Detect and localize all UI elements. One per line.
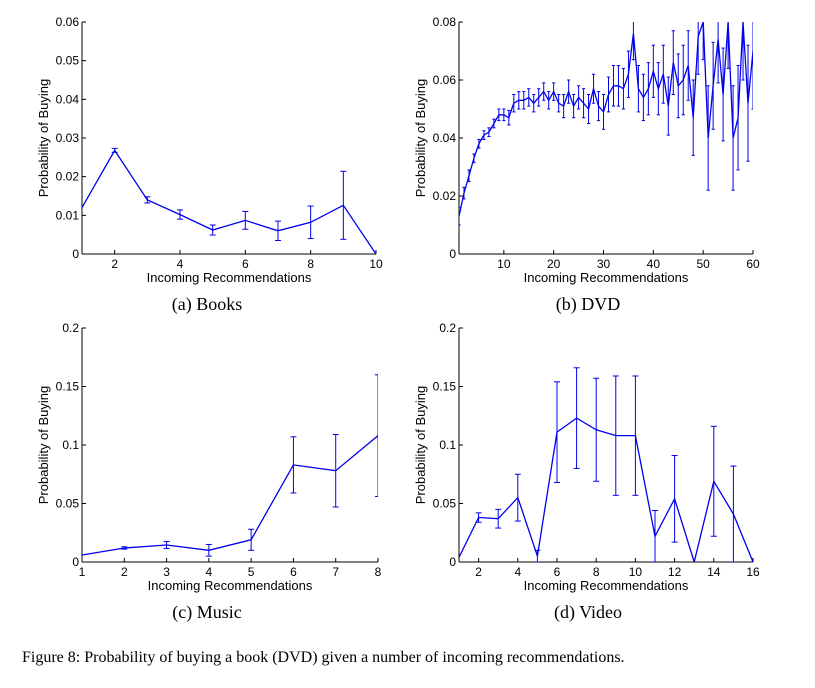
subfigure-caption: (a) Books — [172, 294, 243, 315]
plot-area — [459, 22, 753, 226]
x-tick-label: 60 — [746, 257, 760, 271]
chart-panel: 0 0.05 0.1 0.15 0.2 2 4 6 8 10 12 14 16 Incoming Reco… — [413, 321, 760, 623]
x-axis-label: Incoming Recommendations — [147, 270, 312, 285]
y-tick-label: 0.2 — [439, 321, 456, 335]
y-tick-label: 0.1 — [62, 438, 79, 452]
x-tick-label: 40 — [647, 257, 661, 271]
x-tick-label: 2 — [111, 257, 118, 271]
subfigure-caption: (d) Video — [554, 602, 622, 623]
series-line — [82, 435, 378, 556]
y-axis-label: Probability of Buying — [36, 386, 51, 505]
y-tick-label: 0.15 — [433, 380, 457, 394]
y-tick-label: 0.06 — [433, 73, 457, 87]
y-tick-label: 0.04 — [56, 92, 80, 106]
subfigure-caption: (b) DVD — [556, 294, 621, 315]
x-axis-label: Incoming Recommendations — [524, 578, 689, 593]
x-tick-label: 6 — [242, 257, 249, 271]
y-tick-label: 0.04 — [433, 131, 457, 145]
x-tick-label: 10 — [369, 257, 383, 271]
x-tick-label: 16 — [746, 565, 760, 579]
chart-panel: 0 0.01 0.02 0.03 0.04 0.05 0.06 2 4 6 8 10 Incoming … — [36, 15, 383, 315]
y-tick-label: 0.02 — [56, 170, 80, 184]
y-axis-label: Probability of Buying — [36, 79, 51, 198]
x-tick-label: 10 — [497, 257, 511, 271]
series-line — [82, 149, 376, 254]
subfigure-caption: (c) Music — [172, 602, 241, 623]
y-tick-label: 0 — [72, 247, 79, 261]
x-axis-label: Incoming Recommendations — [148, 578, 313, 593]
x-tick-label: 2 — [475, 565, 482, 579]
y-tick-label: 0.05 — [56, 54, 80, 68]
y-tick-label: 0.15 — [56, 380, 80, 394]
x-tick-label: 6 — [554, 565, 561, 579]
chart-panel: 0 0.02 0.04 0.06 0.08 10 20 30 40 50 60 Incoming Re… — [413, 15, 760, 315]
y-axis-label: Probability of Buying — [413, 79, 428, 198]
y-tick-label: 0 — [72, 555, 79, 569]
x-axis-label: Incoming Recommendations — [524, 270, 689, 285]
plot-area — [82, 147, 376, 254]
x-tick-label: 3 — [163, 565, 170, 579]
y-tick-label: 0.01 — [56, 208, 80, 222]
x-tick-label: 8 — [375, 565, 382, 579]
y-tick-label: 0.1 — [439, 438, 456, 452]
y-tick-label: 0.08 — [433, 15, 457, 29]
y-tick-label: 0.02 — [433, 189, 457, 203]
series-line — [459, 417, 753, 562]
x-tick-label: 8 — [593, 565, 600, 579]
plot-area — [459, 367, 753, 562]
x-tick-label: 30 — [597, 257, 611, 271]
x-tick-label: 6 — [290, 565, 297, 579]
x-tick-label: 8 — [307, 257, 314, 271]
y-tick-label: 0.03 — [56, 131, 80, 145]
x-tick-label: 4 — [177, 257, 184, 271]
x-tick-label: 12 — [668, 565, 682, 579]
x-tick-label: 50 — [696, 257, 710, 271]
y-tick-label: 0.06 — [56, 15, 80, 29]
y-tick-label: 0.05 — [56, 497, 80, 511]
y-tick-label: 0 — [449, 247, 456, 261]
x-tick-label: 4 — [514, 565, 521, 579]
x-tick-label: 4 — [206, 565, 213, 579]
y-tick-label: 0.2 — [62, 321, 79, 335]
y-tick-label: 0.05 — [433, 497, 457, 511]
figure-caption: Figure 8: Probability of buying a book (… — [22, 649, 625, 666]
x-tick-label: 7 — [332, 565, 339, 579]
x-tick-label: 1 — [79, 565, 86, 579]
x-tick-label: 20 — [547, 257, 561, 271]
chart-panel: 0 0.05 0.1 0.15 0.2 1 2 3 4 5 6 7 8 Incoming Recommen… — [36, 321, 382, 623]
plot-area — [82, 374, 378, 557]
y-axis-label: Probability of Buying — [413, 386, 428, 505]
x-tick-label: 14 — [707, 565, 721, 579]
x-tick-label: 2 — [121, 565, 128, 579]
y-tick-label: 0 — [449, 555, 456, 569]
series-line — [459, 22, 753, 217]
x-tick-label: 10 — [629, 565, 643, 579]
x-tick-label: 5 — [248, 565, 255, 579]
